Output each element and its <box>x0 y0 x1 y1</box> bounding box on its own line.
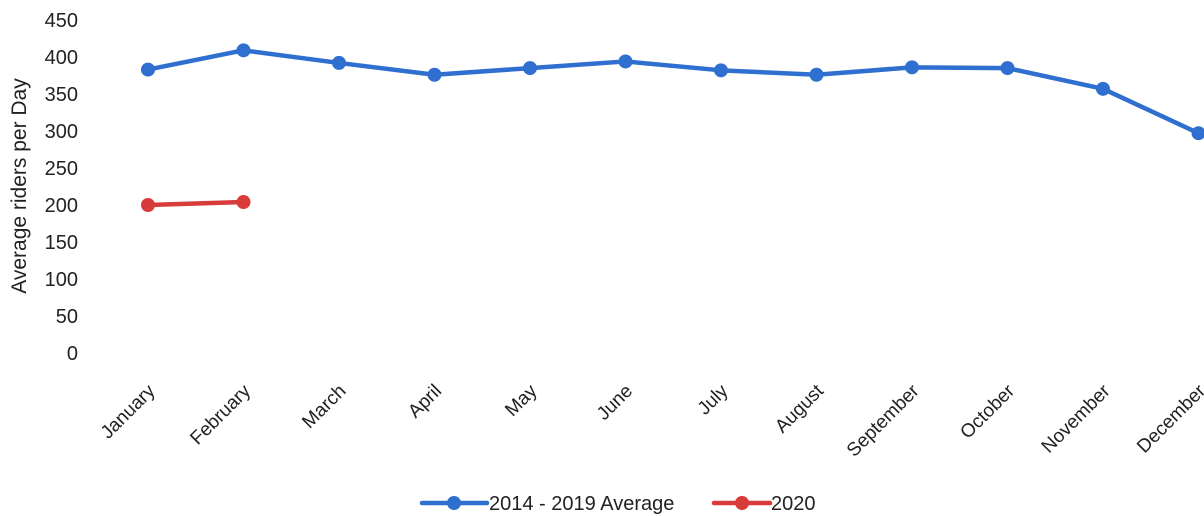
y-tick-label: 450 <box>45 10 78 32</box>
data-point <box>714 63 728 78</box>
x-tick-label: October <box>956 380 1019 443</box>
y-tick-label: 150 <box>45 232 78 254</box>
x-tick-label: June <box>593 381 637 425</box>
legend-item: 2014 - 2019 Average <box>419 493 674 515</box>
series-layer <box>141 43 1204 212</box>
data-point <box>618 54 633 69</box>
data-point <box>236 43 251 58</box>
y-tick-label: 350 <box>45 84 78 106</box>
data-point <box>236 195 251 210</box>
y-axis: 0 50 100 150 200 250 300 350 400 450 <box>45 10 78 365</box>
data-point <box>141 62 155 77</box>
data-point <box>1191 126 1204 141</box>
data-point <box>809 67 824 82</box>
legend: 2014 - 2019 Average 2020 <box>419 493 816 515</box>
data-point <box>427 67 442 82</box>
legend-marker <box>735 496 749 510</box>
series-line <box>145 199 246 208</box>
y-axis-label: Average riders per Day <box>8 78 31 294</box>
legend-marker <box>447 496 461 510</box>
x-tick-label: January <box>97 380 160 443</box>
series-line <box>145 48 1201 136</box>
y-tick-label: 200 <box>45 195 78 217</box>
data-point <box>332 55 346 70</box>
data-point <box>141 198 155 212</box>
y-tick-label: 400 <box>45 47 78 69</box>
legend-label: 2014 - 2019 Average <box>489 493 674 515</box>
x-axis: January February March April May June July Augu… <box>97 380 1204 461</box>
data-point <box>905 60 919 75</box>
y-tick-label: 250 <box>45 158 78 180</box>
x-tick-label: August <box>771 380 828 437</box>
x-tick-label: February <box>186 380 255 449</box>
data-point <box>1096 81 1110 96</box>
y-tick-label: 0 <box>67 343 78 365</box>
x-tick-label: November <box>1038 380 1115 457</box>
x-tick-label: March <box>298 381 350 433</box>
y-tick-label: 50 <box>56 306 78 328</box>
x-tick-label: September <box>843 380 924 461</box>
data-point <box>523 61 537 76</box>
legend-item: 2020 <box>711 493 816 515</box>
legend-label: 2020 <box>771 493 816 515</box>
y-tick-label: 300 <box>45 121 78 143</box>
x-tick-label: July <box>694 380 733 419</box>
data-point <box>1000 61 1015 76</box>
y-tick-label: 100 <box>45 269 78 291</box>
x-tick-label: May <box>501 380 542 421</box>
x-tick-label: April <box>404 381 446 423</box>
x-tick-label: December <box>1133 380 1204 457</box>
